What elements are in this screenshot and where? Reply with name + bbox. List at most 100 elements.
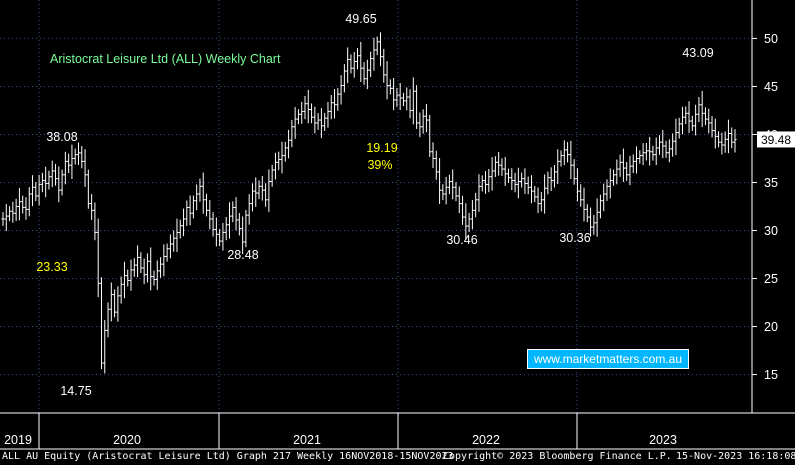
price-bar	[158, 257, 163, 278]
price-bar	[185, 200, 189, 226]
price-bar	[103, 320, 107, 374]
price-bar	[286, 129, 291, 159]
price-bar	[280, 141, 284, 174]
price-bar	[730, 127, 734, 149]
price-bar	[132, 258, 136, 277]
price-bar	[267, 169, 271, 212]
price-bar	[631, 154, 635, 174]
price-bar	[126, 269, 130, 287]
price-bar	[264, 183, 268, 207]
price-bar	[713, 118, 717, 149]
price-bar	[703, 107, 708, 126]
price-bar	[257, 180, 261, 200]
price-bar	[316, 113, 320, 130]
price-bar	[201, 172, 205, 214]
price-bar	[480, 175, 484, 192]
price-bar	[306, 89, 310, 124]
price-bar	[674, 118, 678, 156]
price-bar	[575, 168, 580, 202]
annotation-label: 30.36	[559, 231, 590, 245]
y-tick-label: 35	[764, 176, 778, 190]
price-bar	[244, 209, 248, 248]
price-bar	[582, 187, 586, 222]
price-bar	[277, 151, 281, 171]
price-bar	[513, 172, 517, 193]
price-bar	[667, 139, 671, 163]
watermark-link[interactable]: www.marketmatters.com.au	[527, 349, 689, 369]
price-bar	[497, 151, 501, 176]
price-bar	[598, 194, 603, 219]
price-bar	[329, 94, 333, 120]
price-bar	[434, 150, 438, 180]
price-bar	[165, 243, 169, 262]
price-bar	[579, 184, 583, 207]
price-bar	[431, 142, 435, 168]
price-bar	[503, 156, 507, 186]
price-bar	[323, 112, 327, 132]
price-bar	[457, 186, 461, 214]
price-bar	[99, 277, 104, 370]
price-bar	[385, 61, 389, 100]
price-bar	[536, 187, 540, 214]
price-bar	[27, 187, 31, 217]
price-bar	[500, 158, 504, 176]
price-bar	[369, 51, 373, 78]
price-bar	[178, 219, 182, 239]
price-bar	[697, 97, 701, 123]
price-bar	[690, 115, 694, 132]
y-tick-label: 30	[764, 224, 778, 238]
price-bar	[1, 212, 5, 226]
price-bar	[14, 198, 18, 222]
price-bar	[437, 158, 442, 205]
price-bar	[533, 185, 537, 203]
annotation-layer: 38.08 49.65 23.33 14.75 28.48 19.19 39% 30.46 30…	[36, 12, 795, 398]
price-bar	[716, 131, 721, 148]
price-bar	[224, 216, 228, 241]
price-bar	[63, 151, 67, 185]
price-bar	[218, 229, 222, 247]
price-bar	[615, 159, 619, 185]
price-bar	[552, 165, 557, 188]
price-bar	[30, 175, 35, 207]
price-bar	[592, 215, 596, 235]
price-bar	[474, 192, 478, 218]
price-bar	[421, 109, 425, 134]
price-bar	[470, 199, 474, 230]
price-bar	[460, 195, 465, 225]
price-bar	[605, 179, 609, 201]
price-bar	[116, 286, 120, 322]
price-bar	[4, 204, 8, 232]
price-bar	[454, 182, 458, 202]
price-bar	[208, 199, 212, 230]
price-bar	[113, 289, 117, 318]
price-bar	[444, 176, 448, 205]
y-tick-label: 25	[764, 272, 778, 286]
price-bar	[313, 106, 317, 134]
price-bar	[441, 184, 445, 201]
annotation-label: 43.09	[682, 46, 713, 60]
price-bar	[388, 79, 392, 95]
price-bar	[17, 187, 22, 221]
price-bar	[546, 171, 550, 195]
price-bar	[319, 107, 324, 138]
price-bar	[109, 282, 113, 322]
price-bar	[47, 170, 51, 190]
price-bar	[654, 137, 658, 166]
price-bar	[241, 216, 245, 255]
price-bar	[549, 167, 553, 191]
price-bar	[411, 77, 415, 125]
price-bar	[181, 208, 186, 237]
price-bar	[382, 48, 386, 83]
price-bar	[490, 157, 494, 191]
price-bar	[342, 64, 346, 93]
x-tick-label: 2023	[649, 433, 677, 447]
price-bar	[60, 169, 64, 196]
last-price-box	[757, 131, 795, 148]
price-bar	[608, 168, 612, 199]
price-bar	[37, 174, 41, 206]
price-bar	[680, 106, 685, 135]
price-bar	[634, 146, 639, 174]
price-bar	[401, 92, 406, 107]
price-bar	[372, 37, 376, 71]
price-bar	[572, 159, 576, 185]
